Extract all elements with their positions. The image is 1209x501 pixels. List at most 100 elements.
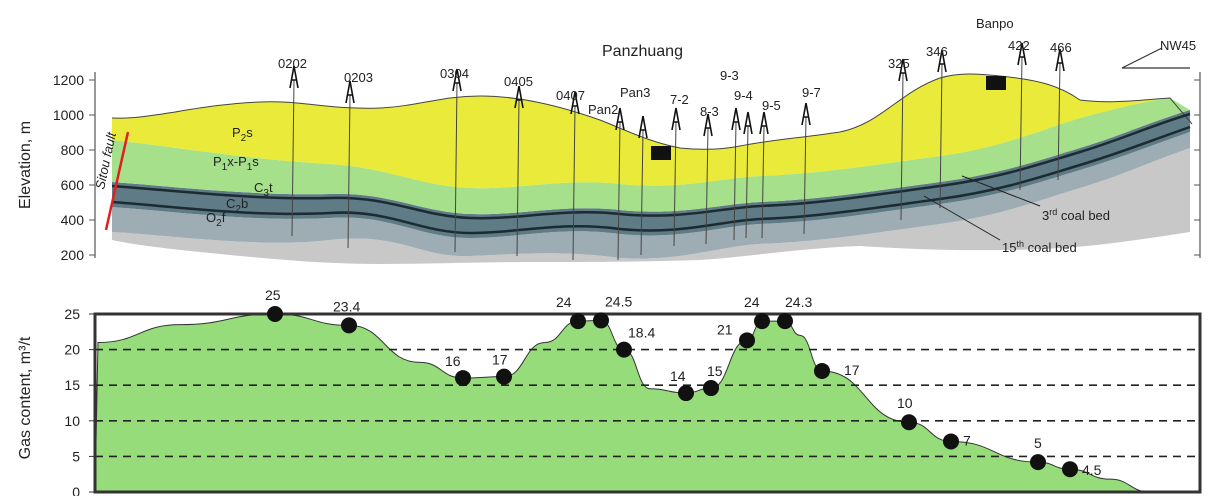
coal-bed-3-leader bbox=[961, 175, 1041, 207]
well-line bbox=[705, 127, 709, 245]
derrick-icon bbox=[703, 113, 713, 137]
coal-bed-15-label: 15th coal bed bbox=[1002, 239, 1077, 255]
well-label: Pan3 bbox=[620, 85, 650, 100]
coal-bed-3-line bbox=[111, 112, 1191, 220]
gas-frame bbox=[93, 312, 1202, 494]
elev-tick-label: 1200 bbox=[53, 72, 84, 88]
gas-data-label: 10 bbox=[897, 395, 913, 411]
derrick-icon bbox=[937, 49, 947, 73]
o2f-layer bbox=[112, 148, 1190, 264]
gas-data-label: 21 bbox=[717, 321, 733, 337]
panzhuang-label: Panzhuang bbox=[602, 43, 683, 60]
direction-label: NW45 bbox=[1160, 38, 1196, 53]
elevation-ticks: 200 400 600 800 1000 1200 bbox=[53, 72, 1200, 263]
gas-data-point bbox=[754, 313, 770, 330]
well-line bbox=[347, 94, 351, 249]
formation-c2b-label: C2b bbox=[226, 196, 248, 215]
p2s-layer bbox=[112, 74, 1170, 189]
well-line bbox=[1019, 56, 1023, 191]
derrick-icon bbox=[615, 107, 625, 131]
gas-data-point bbox=[739, 332, 755, 349]
gas-tick-label: 5 bbox=[72, 448, 80, 464]
gas-data-label: 4.5 bbox=[1082, 462, 1102, 478]
derrick-icon bbox=[801, 102, 811, 126]
derrick-icon bbox=[570, 91, 580, 115]
gas-points-group: 25 23.4 16 17 24 24.5 18.4 14 15 21 24 24.3 17 10 7 5 4.… bbox=[265, 287, 1102, 478]
elev-tick-label: 800 bbox=[61, 142, 85, 158]
formation-o2f-label: O2f bbox=[206, 210, 226, 229]
well-line bbox=[900, 72, 904, 221]
gas-data-point bbox=[901, 414, 917, 431]
well-label: 9-3 bbox=[720, 68, 739, 83]
well-line bbox=[454, 82, 458, 253]
coal-bed-15-line bbox=[111, 125, 1191, 235]
well-line bbox=[803, 116, 807, 235]
sitou-fault-line bbox=[104, 131, 130, 231]
gas-ticks: 0 5 10 15 20 25 bbox=[64, 306, 95, 500]
coal-bed-3-label: 3rd coal bed bbox=[1042, 207, 1110, 223]
gas-data-label: 5 bbox=[1034, 435, 1042, 451]
gas-data-point bbox=[455, 370, 471, 387]
well-label: 9-7 bbox=[802, 85, 821, 100]
gas-data-label: 17 bbox=[844, 362, 860, 378]
panzhuang-marker bbox=[651, 146, 671, 160]
gas-data-point bbox=[341, 317, 357, 334]
elev-tick-label: 200 bbox=[61, 247, 85, 263]
banpo-label: Banpo bbox=[976, 16, 1014, 31]
gas-data-label: 24 bbox=[744, 294, 760, 310]
well-label: 7-2 bbox=[670, 92, 689, 107]
well-label: 466 bbox=[1050, 40, 1072, 55]
well-label: 0407 bbox=[556, 88, 585, 103]
gas-data-point bbox=[616, 341, 632, 358]
elev-tick-label: 400 bbox=[61, 212, 85, 228]
elevation-axis-label: Elevation, m bbox=[17, 121, 34, 209]
gas-data-label: 14 bbox=[670, 368, 686, 384]
c3t-layer bbox=[112, 110, 1190, 238]
well-label: Pan2 bbox=[588, 102, 618, 117]
gas-data-point bbox=[267, 306, 283, 322]
c2b-layer bbox=[112, 132, 1190, 259]
direction-arrow bbox=[1121, 47, 1190, 69]
surface-line bbox=[111, 73, 1193, 150]
well-label: 9-5 bbox=[762, 98, 781, 113]
well-line bbox=[733, 121, 737, 241]
derrick-icon bbox=[731, 107, 741, 131]
derrick-icon bbox=[452, 68, 462, 92]
well-line bbox=[939, 63, 943, 209]
well-label: 0203 bbox=[344, 70, 373, 85]
formation-c3t-label: C3t bbox=[254, 180, 273, 199]
well-line bbox=[572, 105, 576, 261]
gas-axis-label: Gas content, m³/t bbox=[17, 336, 34, 459]
coal-bed-15-leader bbox=[923, 195, 1001, 241]
derrick-icon bbox=[759, 111, 769, 135]
derrick-icon bbox=[1017, 42, 1027, 66]
well-line bbox=[1057, 62, 1061, 181]
well-label: 325 bbox=[888, 56, 910, 71]
gas-data-point bbox=[1030, 454, 1046, 471]
well-line bbox=[745, 125, 749, 239]
gas-tick-label: 25 bbox=[64, 306, 80, 322]
formation-p2s-label: P2s bbox=[232, 125, 253, 144]
banpo-marker bbox=[986, 76, 1006, 90]
gas-data-label: 24.5 bbox=[605, 293, 632, 309]
well-line bbox=[291, 79, 295, 237]
well-label: 0405 bbox=[504, 74, 533, 89]
derrick-icon bbox=[1055, 48, 1065, 72]
well-line bbox=[516, 99, 520, 257]
gas-tick-label: 15 bbox=[64, 377, 80, 393]
gas-data-point bbox=[1062, 461, 1078, 478]
derrick-icon bbox=[638, 115, 648, 139]
gas-data-label: 17 bbox=[492, 352, 508, 368]
gas-data-label: 18.4 bbox=[628, 325, 655, 341]
well-line bbox=[761, 125, 765, 239]
well-label: 346 bbox=[926, 44, 948, 59]
well-label: 422 bbox=[1008, 38, 1030, 53]
gas-data-point bbox=[814, 362, 830, 379]
elev-tick-label: 600 bbox=[61, 177, 85, 193]
gas-tick-label: 10 bbox=[64, 413, 80, 429]
gas-data-point bbox=[570, 313, 586, 330]
